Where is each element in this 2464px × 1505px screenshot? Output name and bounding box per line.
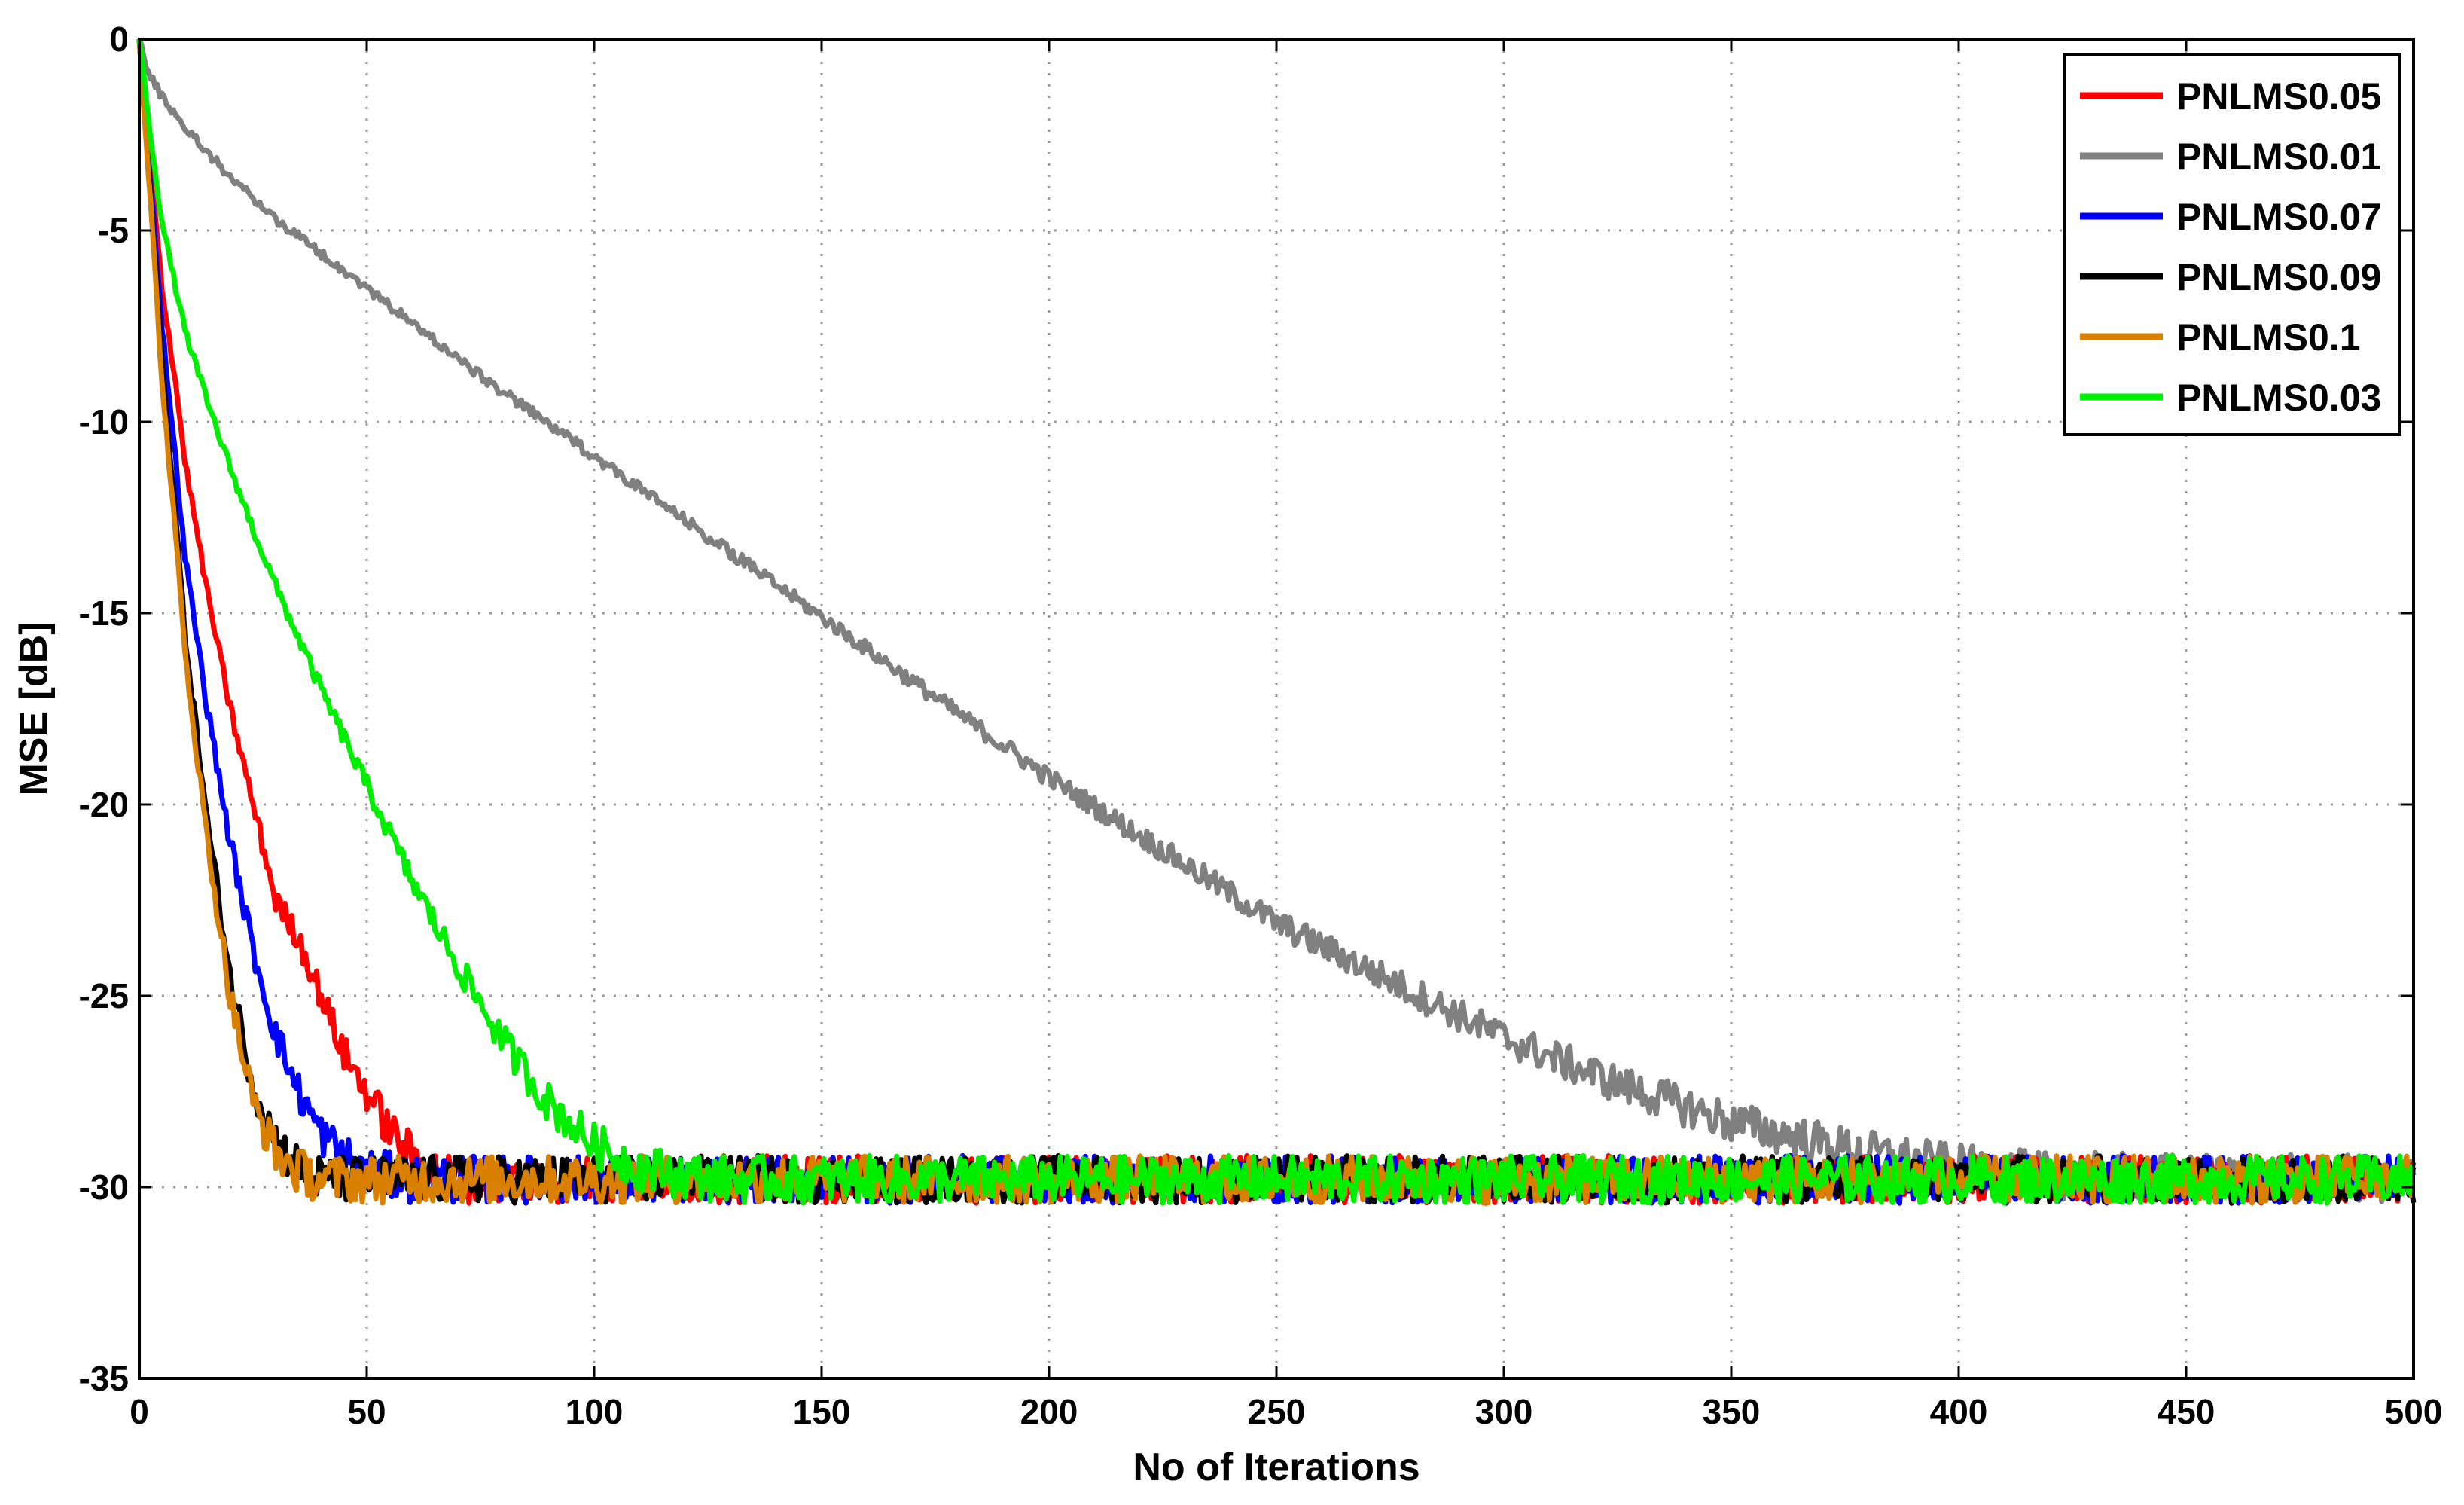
legend-label-0: PNLMS0.05 [2176, 75, 2381, 118]
legend-label-5: PNLMS0.03 [2176, 377, 2381, 419]
x-tick-label-1: 50 [347, 1392, 386, 1431]
series-line-5 [136, 38, 2415, 1206]
y-tick-label-4: -20 [79, 785, 129, 824]
x-tick-label-9: 450 [2158, 1392, 2215, 1431]
y-tick-label-7: -35 [79, 1359, 129, 1398]
legend-box [2063, 53, 2401, 436]
legend-label-4: PNLMS0.1 [2176, 316, 2361, 359]
y-tick-label-5: -25 [79, 976, 129, 1015]
x-tick-label-4: 200 [1020, 1392, 1078, 1431]
x-tick-label-7: 350 [1703, 1392, 1761, 1431]
y-tick-label-6: -30 [79, 1168, 129, 1207]
y-tick-label-3: -15 [79, 594, 129, 633]
y-tick-label-2: -10 [79, 402, 129, 441]
series-lines [136, 38, 2417, 1206]
x-tick-label-3: 150 [793, 1392, 851, 1431]
x-tick-label-8: 400 [1930, 1392, 1988, 1431]
axis-ticks: 0 50 100 150 200 250 300 350 400 450 500 0 -5 -10 -15 -… [79, 20, 2443, 1431]
plot-area-background [139, 39, 2414, 1378]
x-tick-label-0: 0 [130, 1392, 149, 1431]
x-tick-label-6: 300 [1475, 1392, 1533, 1431]
x-tick-label-2: 100 [566, 1392, 624, 1431]
x-axis-label: No of Iterations [1133, 1445, 1420, 1489]
legend-label-1: PNLMS0.01 [2176, 136, 2381, 178]
y-tick-label-1: -5 [98, 211, 129, 250]
x-tick-label-5: 250 [1248, 1392, 1306, 1431]
y-axis-label: MSE [dB] [12, 621, 56, 795]
legend-label-3: PNLMS0.09 [2176, 256, 2381, 298]
y-tick-label-0: 0 [109, 20, 129, 59]
legend: PNLMS0.05 PNLMS0.01 PNLMS0.07 PNLMS0.09 PNLM… [2063, 53, 2401, 436]
legend-label-2: PNLMS0.07 [2176, 196, 2381, 238]
x-tick-label-10: 500 [2385, 1392, 2443, 1431]
